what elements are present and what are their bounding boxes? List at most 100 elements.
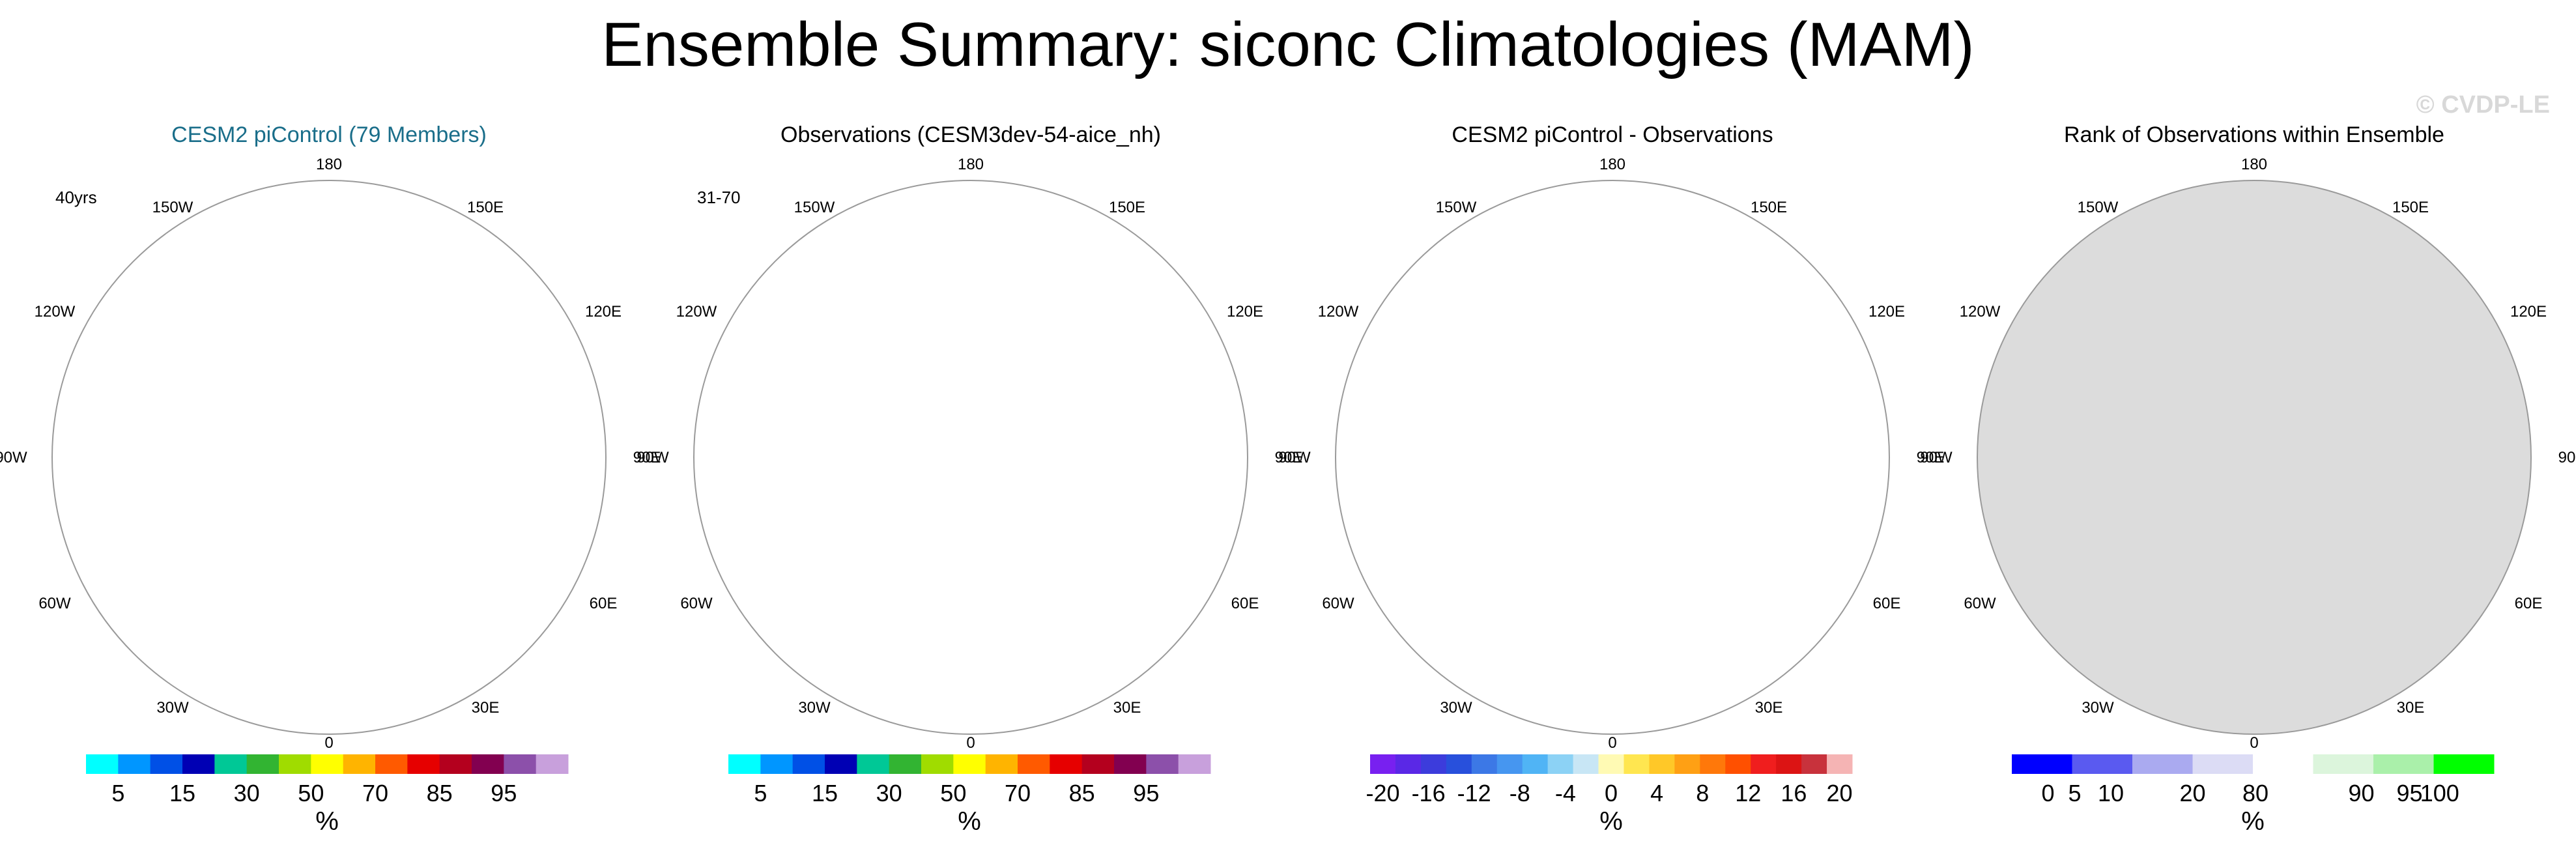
colorbar-tick-label: 15 xyxy=(812,780,838,806)
lon-label: 120W xyxy=(1960,303,2001,321)
colorbar-unit: % xyxy=(2241,807,2265,836)
colorbar-swatch xyxy=(150,754,183,774)
colorbar-tick-label: 0 xyxy=(1605,780,1618,806)
colorbar-swatch xyxy=(375,754,408,774)
colorbar-tick-label: 70 xyxy=(362,780,388,806)
lon-label: 90W xyxy=(1920,449,1953,466)
colorbar-tick-label: -16 xyxy=(1412,780,1446,806)
colorbar-swatch xyxy=(2433,754,2495,774)
lon-label: 150E xyxy=(2392,199,2429,216)
colorbar-swatch xyxy=(1178,754,1211,774)
colorbar-swatch xyxy=(279,754,311,774)
colorbar-tick-label: 16 xyxy=(1781,780,1807,806)
lon-label: 30E xyxy=(2397,699,2425,717)
colorbar-tick-label: 50 xyxy=(940,780,966,806)
colorbar-swatch xyxy=(472,754,504,774)
colorbar-tick-label: 95 xyxy=(2396,780,2422,806)
map-outline xyxy=(693,180,1248,735)
colorbar-swatch xyxy=(86,754,119,774)
colorbar-tick-label: 95 xyxy=(491,780,517,806)
colorbar-tick-label: 10 xyxy=(2098,780,2124,806)
colorbar-swatch xyxy=(921,754,954,774)
colorbar-swatch xyxy=(2072,754,2133,774)
map-ocean xyxy=(52,180,606,734)
colorbar: 5 15 30 50 70 85 95% xyxy=(728,754,1211,836)
lon-label: 30W xyxy=(1440,699,1472,717)
colorbar-tick-label: 12 xyxy=(1735,780,1761,806)
lon-label: 120E xyxy=(1868,303,1905,321)
figure-title: Ensemble Summary: siconc Climatologies (… xyxy=(601,10,1975,79)
colorbar-tick-label: 8 xyxy=(1696,780,1709,806)
colorbar-swatch xyxy=(118,754,151,774)
lon-label: 150E xyxy=(467,199,504,216)
map-outline xyxy=(1335,180,1890,735)
colorbar-swatch xyxy=(953,754,986,774)
colorbar-swatch xyxy=(1370,754,1396,774)
colorbar-swatch xyxy=(2373,754,2434,774)
colorbar-swatch xyxy=(792,754,825,774)
colorbar-tick-label: 50 xyxy=(298,780,324,806)
colorbar-swatch xyxy=(857,754,890,774)
lon-label: 150W xyxy=(794,199,835,216)
panel-3: CESM2 piControl - Observations 180 150W 150… xyxy=(1278,122,1944,836)
lon-label: 0 xyxy=(324,734,333,752)
lon-label: 120E xyxy=(1227,303,1263,321)
colorbar-swatch xyxy=(1496,754,1523,774)
map-outline xyxy=(51,180,607,735)
colorbar-swatch xyxy=(1420,754,1447,774)
colorbar-tick-label: 90 xyxy=(2348,780,2374,806)
watermark: © CVDP-LE xyxy=(2416,91,2550,119)
map-ocean xyxy=(694,180,1248,734)
colorbar-swatch xyxy=(1725,754,1751,774)
colorbar-swatch xyxy=(2313,754,2374,774)
colorbar-tick-label: 4 xyxy=(1650,780,1663,806)
colorbar-swatch xyxy=(1146,754,1179,774)
colorbar-swatch xyxy=(407,754,440,774)
colorbar-swatch xyxy=(182,754,215,774)
lon-label: 150W xyxy=(152,199,193,216)
lon-label: 60W xyxy=(680,595,713,612)
panel-note: 40yrs xyxy=(55,188,97,207)
lon-label: 60E xyxy=(1231,595,1259,612)
lon-label: 180 xyxy=(958,156,984,173)
lon-label: 0 xyxy=(2250,734,2258,752)
colorbar-swatch xyxy=(1573,754,1599,774)
colorbar-tick-label: 5 xyxy=(754,780,767,806)
lon-label: 60W xyxy=(38,595,71,612)
colorbar-tick-label: 30 xyxy=(234,780,260,806)
colorbar-tick-label: 80 xyxy=(2242,780,2268,806)
lon-label: 90W xyxy=(0,449,27,466)
colorbar-unit: % xyxy=(315,807,339,836)
panel-title: Rank of Observations within Ensemble xyxy=(2064,122,2444,147)
lon-label: 90E xyxy=(1917,449,1945,466)
colorbar-swatch xyxy=(1395,754,1422,774)
colorbar-swatch xyxy=(1776,754,1802,774)
lon-label: 90E xyxy=(633,449,661,466)
colorbar-swatch xyxy=(1649,754,1675,774)
colorbar-tick-label: 20 xyxy=(1827,780,1853,806)
lon-label: 30W xyxy=(156,699,189,717)
colorbar-swatch xyxy=(1547,754,1574,774)
panel-note: 31-70 xyxy=(697,188,741,207)
colorbar-tick-label: -8 xyxy=(1510,780,1530,806)
lon-label: 120W xyxy=(676,303,717,321)
colorbar-tick-label: -4 xyxy=(1555,780,1576,806)
colorbar-swatch xyxy=(1522,754,1549,774)
lon-label: 150W xyxy=(2078,199,2119,216)
lon-label: 30E xyxy=(1113,699,1141,717)
colorbar-swatch xyxy=(825,754,857,774)
lon-label: 90E xyxy=(1275,449,1303,466)
colorbar-swatch xyxy=(343,754,376,774)
colorbar-swatch xyxy=(1827,754,1853,774)
colorbar-tick-label: -12 xyxy=(1457,780,1491,806)
lon-label: 60E xyxy=(1873,595,1901,612)
lon-label: 120W xyxy=(1318,303,1359,321)
colorbar-swatch xyxy=(1624,754,1650,774)
lon-label: 120E xyxy=(2510,303,2547,321)
colorbar-swatch xyxy=(760,754,794,774)
colorbar-tick-label: 0 xyxy=(2041,780,2054,806)
lon-label: 0 xyxy=(1608,734,1616,752)
colorbar-swatch xyxy=(311,754,344,774)
colorbar-swatch xyxy=(504,754,537,774)
panel-4: Rank of Observations within Ensemble 180 1… xyxy=(1920,122,2576,836)
